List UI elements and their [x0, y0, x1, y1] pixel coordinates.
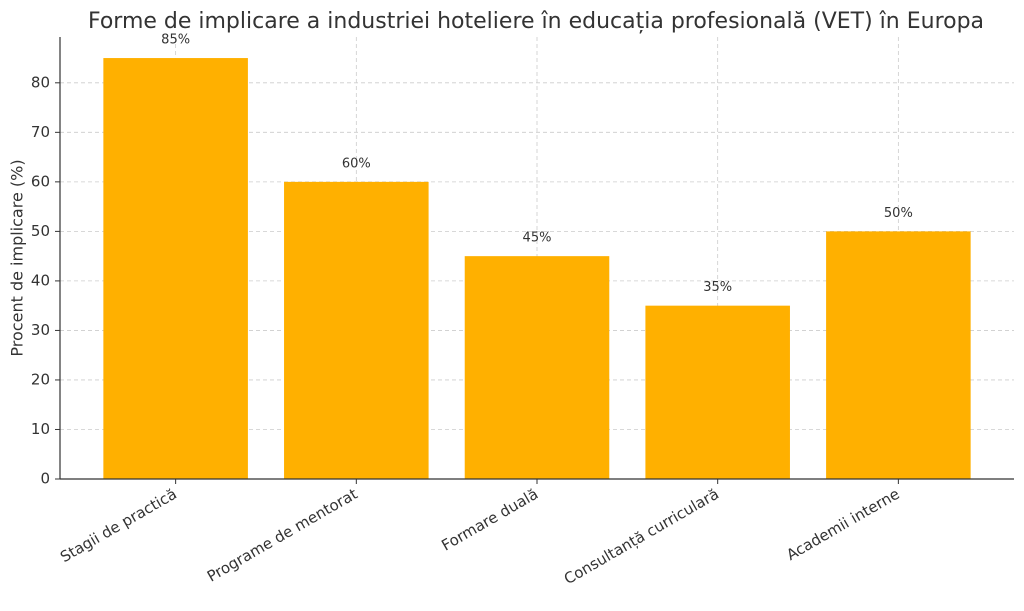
chart-title: Forme de implicare a industriei hotelier… — [88, 9, 984, 34]
y-axis-label: Procent de implicare (%) — [8, 159, 27, 356]
x-tick-label: Consultanță curriculară — [561, 485, 722, 588]
value-label: 35% — [703, 280, 732, 295]
x-tick-label: Stagii de practică — [57, 485, 180, 566]
bar — [284, 181, 429, 479]
y-tick-label: 50 — [31, 222, 50, 240]
y-tick-label: 40 — [31, 271, 50, 289]
y-tick-label: 10 — [31, 420, 50, 438]
bar — [464, 256, 610, 479]
value-label: 85% — [161, 33, 190, 48]
bar — [826, 231, 971, 479]
value-label: 45% — [523, 231, 552, 246]
bar — [645, 305, 790, 479]
value-label: 60% — [342, 156, 371, 171]
y-tick-label: 20 — [31, 370, 50, 388]
x-tick-label: Academii interne — [783, 485, 902, 564]
y-tick-label: 30 — [31, 321, 50, 339]
value-label: 50% — [884, 206, 913, 221]
y-tick-label: 0 — [40, 470, 50, 488]
y-tick-label: 60 — [31, 172, 50, 190]
y-tick-label: 70 — [31, 123, 50, 141]
x-tick-label: Programe de mentorat — [204, 485, 361, 586]
y-tick-label: 80 — [31, 73, 50, 91]
bar — [103, 58, 248, 480]
x-tick-label: Formare duală — [438, 485, 541, 555]
